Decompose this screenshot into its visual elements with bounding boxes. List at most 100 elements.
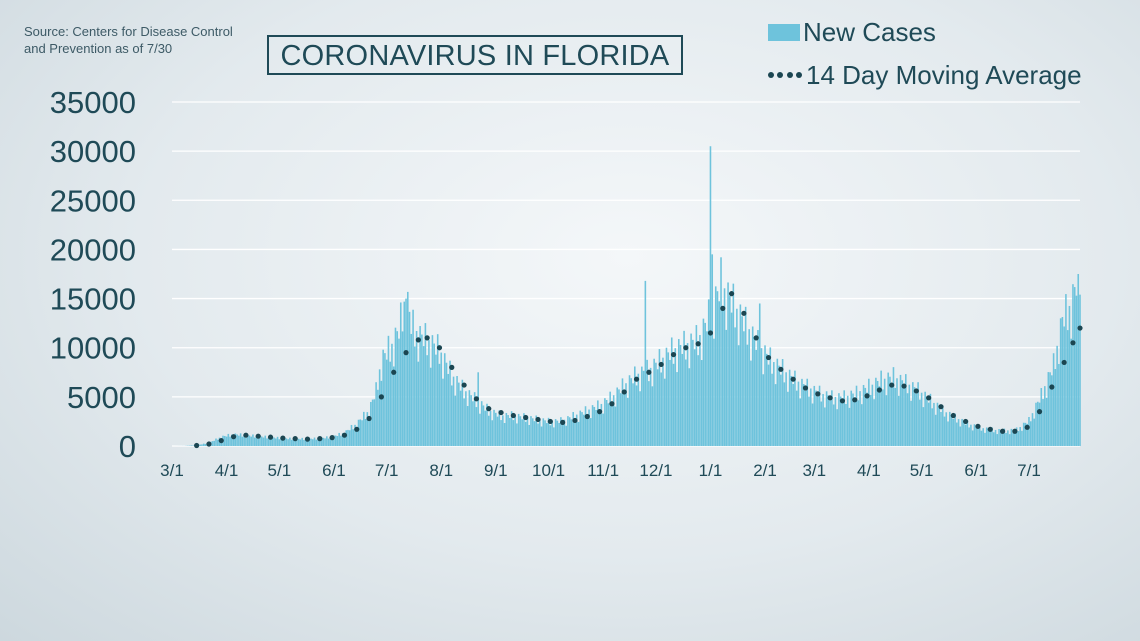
dot-moving-average [670,351,677,358]
bar-new-cases [959,426,962,446]
bar-new-cases [357,419,360,446]
bar-new-cases [1073,287,1076,446]
bar-new-cases [628,375,631,446]
bar-new-cases [920,392,923,446]
bar-new-cases [1038,402,1041,446]
bar-new-cases [815,390,817,446]
bar-new-cases [767,364,770,446]
bar-new-cases [750,360,752,446]
bar-new-cases [426,355,428,446]
bar-new-cases [496,416,499,446]
bar-new-cases [542,418,545,446]
bar-new-cases [774,384,777,446]
dot-moving-average [218,437,224,444]
x-tick-label: 6/1 [964,461,988,480]
dot-moving-average [633,376,640,382]
bar-new-cases [987,428,990,446]
bar-new-cases [435,354,437,446]
bar-new-cases [507,415,509,446]
x-tick-label: 6/1 [322,461,346,480]
bar-new-cases [901,380,904,446]
bar-new-cases [788,369,791,446]
bar-new-cases [289,437,291,446]
bar-new-cases [531,418,534,446]
bar-new-cases [649,367,652,446]
bar-new-cases [236,434,238,446]
bar-new-cases [370,401,372,446]
legend-dots-swatch [768,72,802,78]
bar-new-cases [1015,427,1018,446]
bar-new-cases [579,410,582,446]
bar-new-cases [873,399,875,446]
bar-new-cases [403,301,406,446]
bar-new-cases [262,437,265,446]
dot-moving-average [292,436,298,442]
bar-new-cases [952,418,955,446]
bar-new-cases [956,422,958,446]
bar-new-cases [1077,274,1080,446]
bar-new-cases [505,412,508,446]
bar-new-cases [445,362,448,446]
bar-new-cases [296,438,298,446]
bar-new-cases [686,343,689,446]
dot-moving-average [1036,409,1043,415]
bar-new-cases [824,407,826,446]
bar-new-cases [871,384,874,446]
bar-new-cases [984,432,986,446]
x-tick-label: 5/1 [910,461,934,480]
bar-new-cases [982,428,985,446]
bar-new-cases [1017,431,1020,446]
bar-new-cases [913,387,916,446]
bar-new-cases [257,438,260,446]
bar-new-cases [384,353,386,446]
x-tick-label: 12/1 [639,461,672,480]
bar-new-cases [359,419,362,446]
bar-new-cases [1033,418,1036,446]
bar-new-cases [451,385,453,446]
bar-new-cases [730,312,733,446]
bar-new-cases [1072,284,1074,446]
bar-new-cases [1049,372,1051,446]
bar-new-cases [769,347,772,446]
bar-new-cases [908,384,911,446]
bar-new-cases [407,291,409,446]
bar-new-cases [565,425,567,446]
chart-title: CORONAVIRUS IN FLORIDA [267,35,683,75]
bar-new-cases [822,394,824,446]
dot-moving-average [255,433,261,439]
bar-new-cases [347,429,349,446]
dot-moving-average [839,398,846,404]
y-tick-label: 20000 [50,232,136,267]
dot-moving-average [547,418,553,425]
bar-new-cases [1029,421,1032,446]
bar-new-cases [836,409,838,446]
bar-new-cases [1051,375,1053,446]
bar-new-cases [729,295,731,446]
bar-new-cases [848,407,851,446]
bar-new-cases [605,400,608,446]
bar-new-cases [243,435,245,446]
bar-new-cases [521,419,523,446]
dot-moving-average [1049,384,1055,390]
bar-new-cases [591,405,594,446]
bar-new-cases [644,280,647,446]
dot-moving-average [975,423,981,429]
y-tick-label: 25000 [50,183,136,218]
bar-new-cases [727,282,729,446]
bar-new-cases [201,444,203,446]
dot-moving-average [523,414,529,421]
bar-new-cases [320,437,323,446]
bar-new-cases [655,362,657,446]
bar-new-cases [811,403,814,446]
bar-new-cases [903,387,905,446]
bar-new-cases [510,411,513,446]
bar-new-cases [556,420,559,446]
bar-new-cases [947,421,949,446]
source-note: Source: Centers for Disease Control and … [24,24,233,56]
dot-moving-average [609,401,615,407]
dot-moving-average [1012,428,1018,434]
bar-new-cases [535,415,538,446]
bar-new-cases [567,416,569,446]
bar-new-cases [433,343,435,446]
bar-new-cases [890,382,893,446]
